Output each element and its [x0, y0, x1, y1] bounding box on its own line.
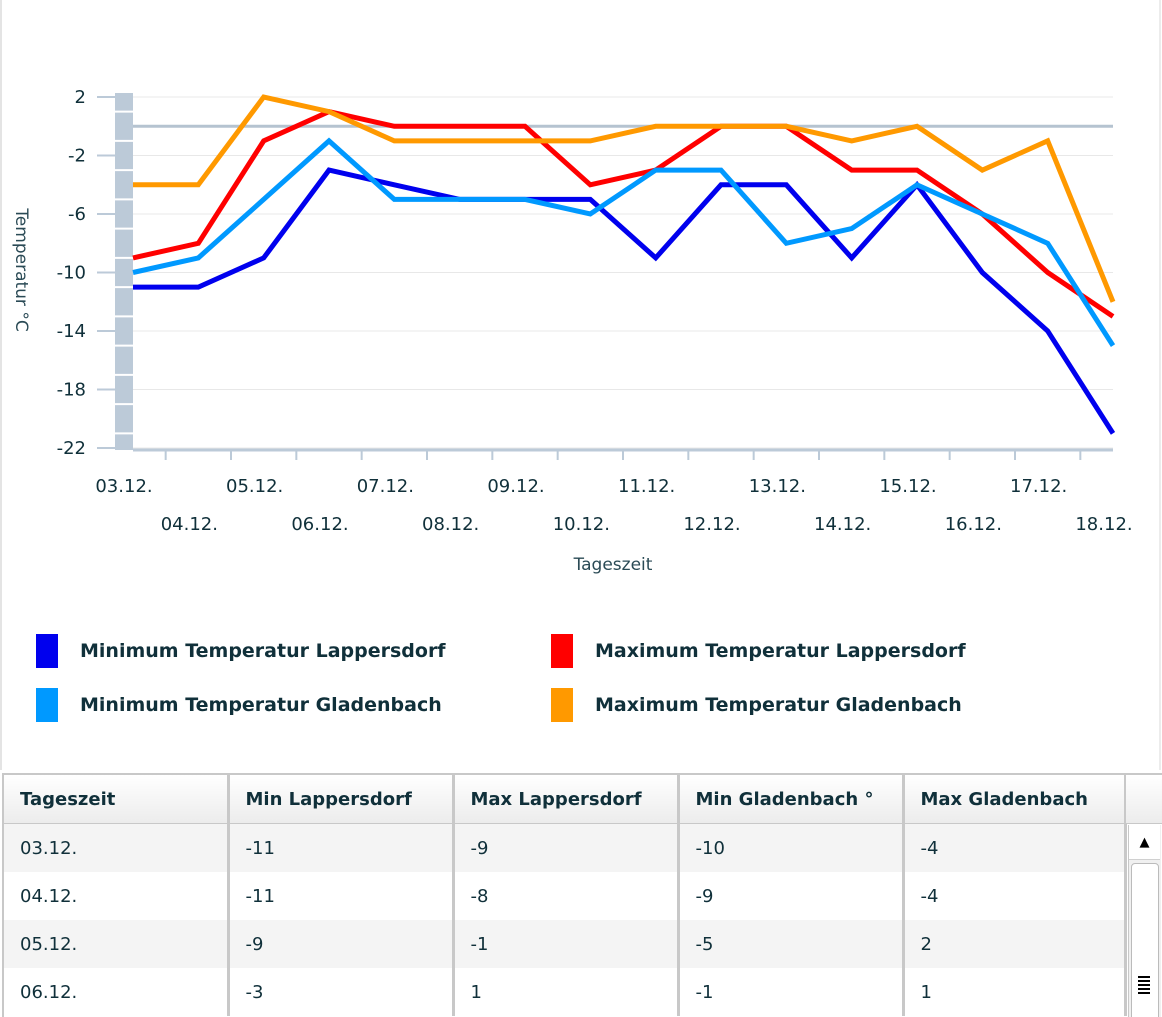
- series-line: [133, 94, 1116, 303]
- x-tick-label: 09.12.: [487, 476, 544, 497]
- y-tick-label: -18: [57, 380, 86, 401]
- cell-max-gladenbach: 2: [903, 920, 1127, 968]
- y-minor-tick: [115, 286, 133, 289]
- panel-left-border: [0, 0, 2, 770]
- table-row[interactable]: 03.12. -11 -9 -10 -4: [4, 823, 1127, 872]
- table-row[interactable]: 06.12. -3 1 -1 1: [4, 968, 1127, 1016]
- cell-max-lappersdorf: -8: [453, 872, 680, 920]
- x-tick-label: 12.12.: [683, 514, 740, 535]
- cell-max-gladenbach: 1: [903, 968, 1127, 1016]
- column-header-max-gladenbach[interactable]: Max Gladenbach: [903, 775, 1127, 824]
- y-minor-tick: [115, 344, 133, 347]
- cell-tageszeit: 04.12.: [4, 872, 230, 920]
- y-axis-title: Temperatur °C: [11, 207, 31, 331]
- column-header-tageszeit[interactable]: Tageszeit: [4, 775, 230, 824]
- x-tick-label: 18.12.: [1075, 514, 1132, 535]
- legend-swatch: [36, 634, 58, 668]
- table-scrollbar[interactable]: ▲: [1128, 825, 1161, 1017]
- series-line: [133, 167, 1116, 435]
- column-header-min-lappersdorf[interactable]: Min Lappersdorf: [228, 775, 455, 824]
- cell-tageszeit: 06.12.: [4, 968, 230, 1016]
- legend-swatch: [551, 688, 573, 722]
- legend-label: Maximum Temperatur Lappersdorf: [595, 640, 966, 662]
- x-axis: 03.12. 04.12. 05.12. 06.12. 07.12. 08.12. 09.1…: [95, 448, 1133, 535]
- legend-label: Minimum Temperatur Gladenbach: [80, 694, 442, 716]
- y-tick-label: -14: [57, 321, 86, 342]
- column-header-min-gladenbach[interactable]: Min Gladenbach °: [678, 775, 905, 824]
- x-axis-title: Tageszeit: [573, 555, 653, 575]
- y-minor-tick: [115, 110, 133, 113]
- cell-max-lappersdorf: 1: [453, 968, 680, 1016]
- cell-max-lappersdorf: -9: [453, 823, 680, 872]
- data-table: Tageszeit Min Lappersdorf Max Lappersdor…: [2, 773, 1162, 1017]
- y-minor-tick: [115, 256, 133, 259]
- cell-min-gladenbach: -9: [678, 872, 905, 920]
- table-header-row: Tageszeit Min Lappersdorf Max Lappersdor…: [4, 775, 1127, 824]
- cell-min-gladenbach: -5: [678, 920, 905, 968]
- table-row[interactable]: 05.12. -9 -1 -5 2: [4, 920, 1127, 968]
- cell-tageszeit: 03.12.: [4, 823, 230, 872]
- cell-min-lappersdorf: -9: [228, 920, 455, 968]
- cell-min-gladenbach: -1: [678, 968, 905, 1016]
- x-tick-label: 16.12.: [945, 514, 1002, 535]
- legend-item-max-lappersdorf[interactable]: Maximum Temperatur Lappersdorf: [551, 634, 966, 668]
- legend-label: Maximum Temperatur Gladenbach: [595, 694, 962, 716]
- grid-lines: [133, 96, 1113, 449]
- cell-min-gladenbach: -10: [678, 823, 905, 872]
- y-minor-tick: [115, 169, 133, 172]
- y-tick-label: -10: [57, 263, 86, 284]
- x-tick-label: 07.12.: [357, 476, 414, 497]
- y-minor-tick: [115, 432, 133, 435]
- legend-item-min-lappersdorf[interactable]: Minimum Temperatur Lappersdorf: [36, 634, 446, 668]
- x-tick-label: 11.12.: [618, 476, 675, 497]
- series-line: [132, 137, 1116, 347]
- legend-swatch: [36, 688, 58, 722]
- cell-min-lappersdorf: -11: [228, 823, 455, 872]
- y-tick-label: 2: [75, 87, 86, 108]
- table-header-spacer: [1126, 775, 1162, 824]
- legend-swatch: [551, 634, 573, 668]
- legend-item-min-gladenbach[interactable]: Minimum Temperatur Gladenbach: [36, 688, 442, 722]
- y-minor-tick: [115, 227, 133, 230]
- temperature-line-chart: 2 -2 -6 -10 -14 -18 -22 03.12. 04.12. 05.12. 06.1…: [11, 87, 1133, 575]
- y-minor-tick: [115, 373, 133, 376]
- panel-right-border: [1159, 0, 1161, 770]
- series-line: [132, 108, 1115, 319]
- y-minor-tick: [115, 403, 133, 406]
- y-tick-label: -22: [57, 438, 86, 459]
- cell-max-lappersdorf: -1: [453, 920, 680, 968]
- y-minor-tick: [115, 198, 133, 201]
- cell-min-lappersdorf: -11: [228, 872, 455, 920]
- x-tick-label: 17.12.: [1010, 476, 1067, 497]
- cell-tageszeit: 05.12.: [4, 920, 230, 968]
- table-row[interactable]: 04.12. -11 -8 -9 -4: [4, 872, 1127, 920]
- chart-legend: Minimum Temperatur Lappersdorf Maximum T…: [0, 620, 1162, 740]
- cell-max-gladenbach: -4: [903, 872, 1127, 920]
- y-tick-label: -2: [68, 146, 86, 167]
- x-tick-label: 06.12.: [291, 514, 348, 535]
- x-tick-label: 14.12.: [814, 514, 871, 535]
- x-tick-label: 04.12.: [161, 514, 218, 535]
- y-minor-tick: [115, 139, 133, 142]
- x-tick-label: 05.12.: [226, 476, 283, 497]
- x-tick-label: 15.12.: [879, 476, 936, 497]
- y-axis: 2 -2 -6 -10 -14 -18 -22: [57, 87, 133, 459]
- legend-item-max-gladenbach[interactable]: Maximum Temperatur Gladenbach: [551, 688, 962, 722]
- x-tick-label: 08.12.: [422, 514, 479, 535]
- y-minor-tick: [115, 315, 133, 318]
- cell-min-lappersdorf: -3: [228, 968, 455, 1016]
- grip-icon: [1138, 976, 1150, 994]
- series-lines: [132, 94, 1116, 435]
- cell-max-gladenbach: -4: [903, 823, 1127, 872]
- y-tick-label: -6: [68, 204, 86, 225]
- scroll-up-button[interactable]: ▲: [1129, 825, 1160, 860]
- legend-label: Minimum Temperatur Lappersdorf: [80, 640, 446, 662]
- x-tick-label: 10.12.: [553, 514, 610, 535]
- x-tick-label: 03.12.: [95, 476, 152, 497]
- column-header-max-lappersdorf[interactable]: Max Lappersdorf: [453, 775, 680, 824]
- scrollbar-thumb[interactable]: [1131, 863, 1159, 1017]
- arrow-up-icon: ▲: [1139, 834, 1150, 850]
- x-tick-label: 13.12.: [749, 476, 806, 497]
